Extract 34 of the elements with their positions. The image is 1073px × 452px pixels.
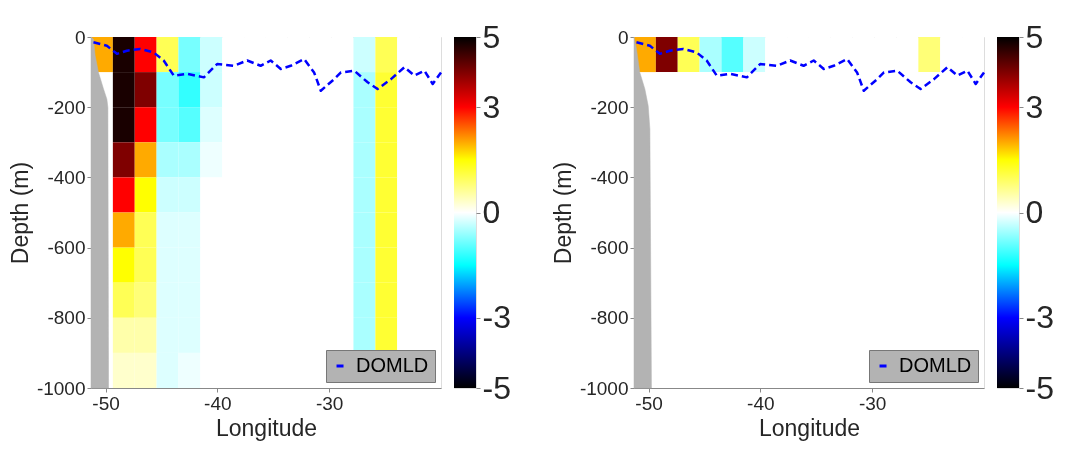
y-tick-label: 0 xyxy=(617,26,629,48)
y-tick-label: -1000 xyxy=(579,377,629,399)
x-axis-title: Longitude xyxy=(758,414,861,441)
x-tick-label: -30 xyxy=(858,392,887,414)
color-bar-label: 0 xyxy=(1025,194,1044,230)
color-bar-label: 3 xyxy=(1025,88,1044,125)
x-tick-label: -40 xyxy=(747,392,775,414)
x-tick-label: -30 xyxy=(315,392,344,414)
legend-label: DOMLD xyxy=(356,354,429,376)
y-axis-title: Depth (m) xyxy=(549,161,576,265)
color-bar-label: 5 xyxy=(1025,18,1044,55)
y-tick-label: -800 xyxy=(590,307,629,329)
y-tick-label: -200 xyxy=(590,96,629,118)
color-bar-label: -5 xyxy=(482,369,511,406)
x-tick-label: -50 xyxy=(92,392,120,414)
y-tick-label: -400 xyxy=(47,166,86,188)
color-bar-label: -5 xyxy=(1025,369,1054,406)
color-bar-label: -3 xyxy=(1025,299,1054,336)
x-tick-label: -50 xyxy=(635,392,663,414)
legend-label: DOMLD xyxy=(899,354,972,376)
y-tick-label: -1000 xyxy=(36,377,86,399)
color-bar-label: 5 xyxy=(482,18,501,55)
color-bar-label: 3 xyxy=(482,88,501,125)
y-tick-label: -600 xyxy=(47,237,86,259)
color-bar-label: 0 xyxy=(482,194,501,230)
color-bar-label: -3 xyxy=(482,299,511,336)
y-tick-label: 0 xyxy=(74,26,86,48)
x-tick-label: -40 xyxy=(204,392,232,414)
y-tick-label: -800 xyxy=(47,307,86,329)
y-tick-label: -600 xyxy=(590,237,629,259)
y-axis-title: Depth (m) xyxy=(6,161,33,265)
y-tick-label: -200 xyxy=(47,96,86,118)
y-tick-label: -400 xyxy=(590,166,629,188)
x-axis-title: Longitude xyxy=(215,414,318,441)
